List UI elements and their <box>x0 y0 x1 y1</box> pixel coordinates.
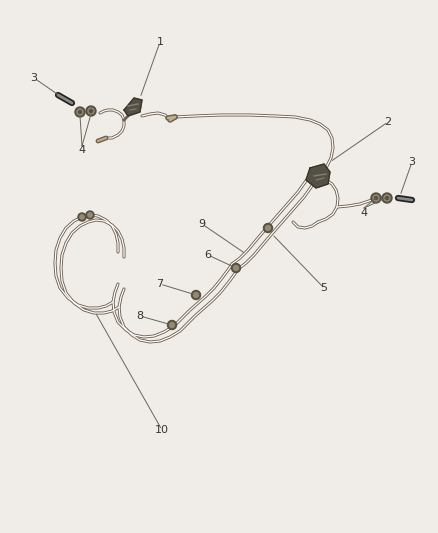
Polygon shape <box>124 98 142 116</box>
Circle shape <box>170 322 174 327</box>
Text: 3: 3 <box>409 157 416 167</box>
Circle shape <box>86 211 94 219</box>
Circle shape <box>265 225 271 230</box>
Text: 9: 9 <box>198 219 205 229</box>
Circle shape <box>89 109 92 112</box>
Circle shape <box>374 197 378 199</box>
Circle shape <box>373 195 379 201</box>
Polygon shape <box>306 164 330 188</box>
Text: 4: 4 <box>360 208 367 218</box>
Circle shape <box>75 107 85 117</box>
Circle shape <box>191 290 201 300</box>
Text: 4: 4 <box>78 145 85 155</box>
Circle shape <box>382 193 392 203</box>
Circle shape <box>88 108 94 114</box>
Text: 5: 5 <box>321 283 328 293</box>
Text: 10: 10 <box>155 425 169 435</box>
Circle shape <box>384 195 390 201</box>
Circle shape <box>77 109 83 115</box>
Text: 1: 1 <box>156 37 163 47</box>
Circle shape <box>233 265 239 271</box>
Circle shape <box>86 106 96 116</box>
Circle shape <box>167 320 177 329</box>
Circle shape <box>78 110 81 114</box>
Circle shape <box>80 215 84 219</box>
Text: 7: 7 <box>156 279 163 289</box>
Circle shape <box>371 193 381 203</box>
Circle shape <box>88 213 92 217</box>
Circle shape <box>385 197 389 199</box>
Text: 8: 8 <box>137 311 144 321</box>
Circle shape <box>232 263 240 272</box>
Text: 6: 6 <box>205 250 212 260</box>
Circle shape <box>78 213 86 221</box>
Text: 2: 2 <box>385 117 392 127</box>
Text: 3: 3 <box>31 73 38 83</box>
Circle shape <box>194 293 198 297</box>
Circle shape <box>264 223 272 232</box>
